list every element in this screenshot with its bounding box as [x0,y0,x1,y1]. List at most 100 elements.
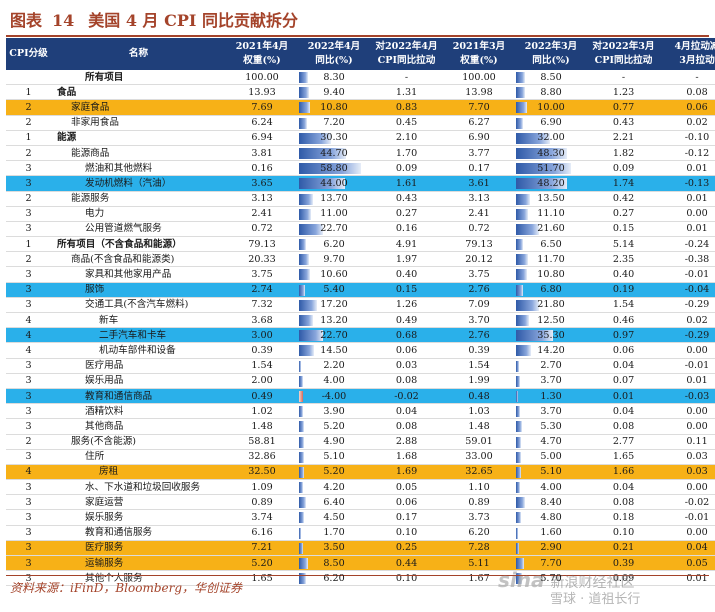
item-name: 公用管道燃气服务 [51,221,226,238]
item-name: 房租 [51,464,226,481]
contribution-2022-03: 0.08 [587,418,660,435]
weight-2021-03: 0.17 [443,160,515,177]
yoy-value: 13.20 [320,314,348,326]
contribution-diff: 0.02 [660,312,715,329]
weight-2021-03: 6.90 [443,130,515,146]
yoy-value: 44.70 [320,147,348,159]
yoy-value: 4.50 [323,512,345,524]
contribution-diff: 0.03 [660,464,715,481]
yoy-2022-03: 6.50 [515,236,587,253]
yoy-value: 6.40 [323,496,345,508]
item-name: 电力 [51,206,226,222]
yoy-bar [299,147,347,159]
yoy-value: 4.80 [540,512,562,524]
yoy-value: 10.80 [537,269,565,281]
cpi-level: 3 [6,525,51,541]
contribution-diff: 0.00 [660,206,715,222]
contribution-diff: 0.00 [660,418,715,435]
contribution-2022-04: 0.43 [370,191,443,207]
weight-2021-04: 6.94 [226,130,298,146]
watermark: sina 新浪财经社区 雪球 · 道祖长行 [498,568,640,607]
item-name: 教育和通信商品 [51,388,226,405]
contribution-2022-04: 1.31 [370,84,443,101]
yoy-value: 2.90 [540,542,562,554]
yoy-2022-04: 44.00 [298,175,370,192]
item-name: 燃油和其他燃料 [51,160,226,177]
contribution-2022-04: - [370,70,443,86]
contribution-2022-03: 0.04 [587,479,660,496]
yoy-bar [299,375,304,387]
item-name: 服饰 [51,282,226,298]
weight-2021-03: 0.39 [443,342,515,359]
contribution-2022-04: 0.68 [370,327,443,344]
contribution-2022-04: 0.16 [370,221,443,238]
yoy-value: 58.80 [320,162,348,174]
yoy-bar [299,482,304,494]
contribution-diff: -0.29 [660,327,715,344]
cpi-level: 1 [6,84,51,101]
yoy-bar [299,542,303,554]
cpi-level: 3 [6,449,51,465]
table-row: 3 水、下水道和垃圾回收服务 1.09 4.20 0.05 1.10 4.00 0.04 0.0… [6,479,715,496]
yoy-2022-04: 44.70 [298,145,370,162]
yoy-value: 8.80 [540,86,562,98]
contribution-2022-04: 0.08 [370,418,443,435]
contribution-2022-04: 0.83 [370,99,443,116]
item-name: 家具和其他家用产品 [51,266,226,283]
yoy-value: 35.30 [537,329,565,341]
weight-2021-03: 7.28 [443,540,515,557]
contribution-2022-03: 1.74 [587,175,660,192]
yoy-bar [299,87,309,99]
yoy-bar [299,330,323,342]
table-row: 1 食品 13.93 9.40 1.31 13.98 8.80 1.23 0.08 [6,84,715,101]
item-name: 教育和通信服务 [51,525,226,541]
weight-2021-04: 3.68 [226,312,298,329]
yoy-2022-03: 4.70 [515,434,587,450]
weight-2021-03: 2.41 [443,206,515,222]
yoy-value: 9.40 [323,86,345,98]
yoy-bar [516,254,529,266]
yoy-bar [516,466,522,478]
item-name: 食品 [51,84,226,101]
cpi-level: 3 [6,570,51,587]
table-row: 3 家庭运营 0.89 6.40 0.06 0.89 8.40 0.08 -0.02 [6,494,715,511]
yoy-bar [516,193,531,205]
weight-2021-03: 13.98 [443,84,515,101]
yoy-bar [516,451,522,463]
contribution-diff: -0.38 [660,251,715,268]
yoy-value: 48.30 [537,147,565,159]
table-row: 2 非家用食品 6.24 7.20 0.45 6.27 6.90 0.43 0.02 [6,115,715,131]
contribution-diff: -0.24 [660,236,715,253]
weight-2021-03: 3.73 [443,509,515,526]
contribution-2022-04: 1.61 [370,175,443,192]
contribution-diff: -0.04 [660,282,715,298]
contribution-2022-04: 0.44 [370,555,443,572]
table-row: 3 电力 2.41 11.00 0.27 2.41 11.10 0.27 0.00 [6,206,715,222]
weight-2021-03: 1.48 [443,418,515,435]
weight-2021-04: 5.20 [226,555,298,572]
table-row: 4 新车 3.68 13.20 0.49 3.70 12.50 0.46 0.02 [6,312,715,329]
contribution-2022-03: 0.27 [587,206,660,222]
yoy-bar [299,72,308,83]
yoy-value: 30.30 [320,132,348,144]
item-name: 运输服务 [51,555,226,572]
yoy-2022-03: 13.50 [515,191,587,207]
yoy-value: 48.20 [537,177,565,189]
contribution-diff: 0.00 [660,342,715,359]
yoy-2022-03: 21.80 [515,297,587,314]
yoy-2022-04: 13.20 [298,312,370,329]
contribution-2022-04: 0.09 [370,160,443,177]
cpi-level: 3 [6,373,51,389]
yoy-bar [299,360,302,372]
weight-2021-03: 5.11 [443,555,515,572]
yoy-bar [299,163,361,175]
item-name: 医疗用品 [51,358,226,374]
contribution-2022-03: 0.46 [587,312,660,329]
item-name: 医疗服务 [51,540,226,557]
yoy-value: 22.70 [320,329,348,341]
yoy-value: 7.70 [540,557,562,569]
yoy-2022-04: 4.90 [298,434,370,450]
contribution-2022-04: 0.05 [370,479,443,496]
yoy-2022-03: 21.60 [515,221,587,238]
yoy-value: 5.10 [323,451,345,463]
